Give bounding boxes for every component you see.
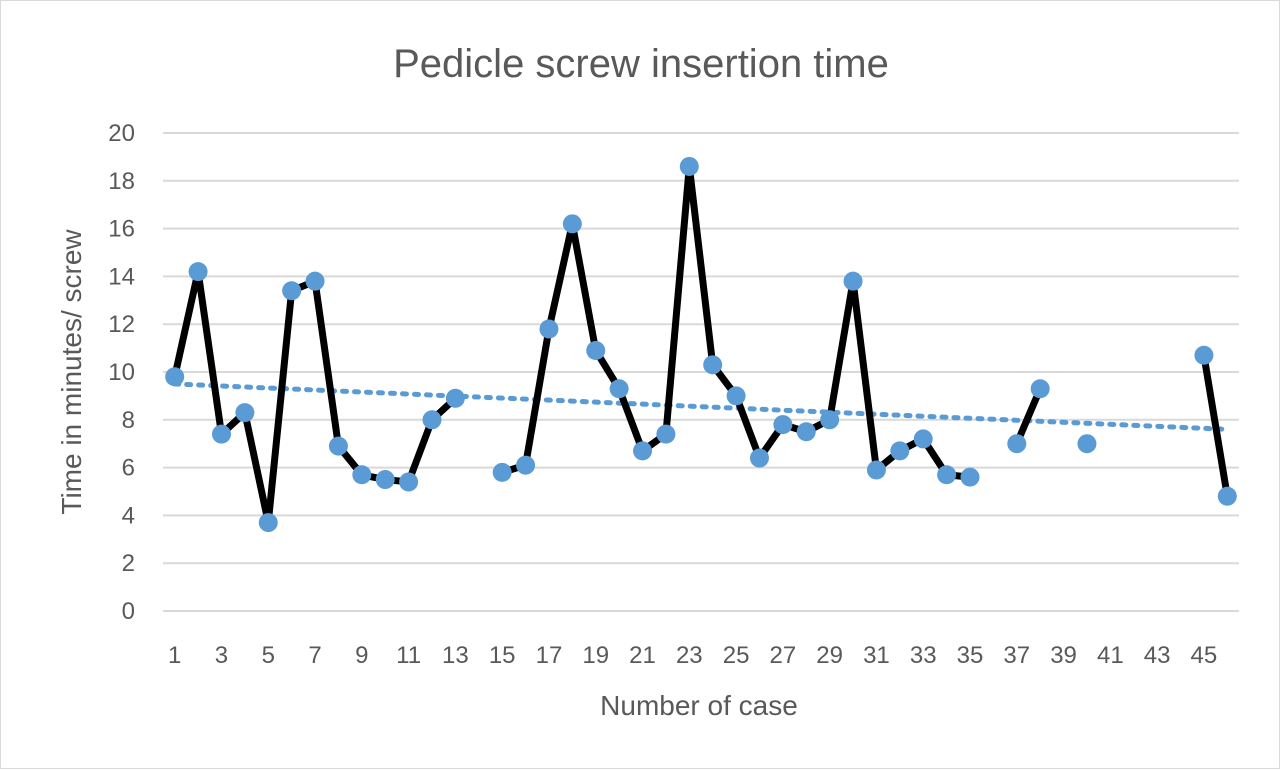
data-point-case-19 xyxy=(586,340,606,360)
y-tick-label: 14 xyxy=(108,263,135,290)
x-tick-label: 17 xyxy=(536,642,563,669)
data-point-case-3 xyxy=(211,424,231,444)
y-tick-label: 16 xyxy=(108,216,135,243)
y-tick-label: 0 xyxy=(122,598,135,625)
x-tick-label: 33 xyxy=(910,642,937,669)
series-points xyxy=(165,156,1237,533)
data-point-case-38 xyxy=(1030,379,1050,399)
x-tick-label: 43 xyxy=(1144,642,1171,669)
data-point-case-33 xyxy=(913,429,933,449)
y-tick-label: 20 xyxy=(108,120,135,147)
data-point-case-31 xyxy=(866,460,886,480)
series-line-segment xyxy=(1013,385,1044,448)
trendline xyxy=(172,381,1230,432)
data-point-case-10 xyxy=(375,470,395,490)
data-point-case-30 xyxy=(843,271,863,291)
data-point-case-23 xyxy=(679,156,699,176)
chart-title: Pedicle screw insertion time xyxy=(393,42,889,86)
data-point-case-8 xyxy=(328,436,348,456)
y-axis-title: Time in minutes/ screw xyxy=(56,229,87,515)
x-tick-label: 31 xyxy=(863,642,890,669)
data-point-case-5 xyxy=(258,513,278,533)
x-tick-label: 45 xyxy=(1191,642,1218,669)
x-tick-label: 13 xyxy=(442,642,469,669)
series-line-segment xyxy=(498,162,974,481)
y-tick-label: 12 xyxy=(108,311,135,338)
data-point-case-21 xyxy=(633,441,653,461)
data-point-case-29 xyxy=(820,410,840,430)
x-tick-label: 9 xyxy=(355,642,368,669)
data-point-case-35 xyxy=(960,467,980,487)
x-tick-label: 39 xyxy=(1050,642,1077,669)
data-point-case-17 xyxy=(539,319,559,339)
data-point-case-1 xyxy=(165,367,185,387)
data-point-case-11 xyxy=(399,472,419,492)
x-tick-label: 5 xyxy=(262,642,275,669)
data-point-case-40 xyxy=(1077,434,1097,454)
x-tick-label: 3 xyxy=(215,642,228,669)
series-line-segment xyxy=(1200,351,1231,500)
data-point-case-15 xyxy=(492,462,512,482)
data-point-case-18 xyxy=(562,214,582,234)
y-tick-label: 10 xyxy=(108,359,135,386)
x-tick-label: 29 xyxy=(816,642,843,669)
y-tick-label: 4 xyxy=(122,502,135,529)
x-tick-label: 1 xyxy=(168,642,181,669)
data-point-case-7 xyxy=(305,271,325,291)
data-point-case-26 xyxy=(749,448,769,468)
x-axis-title: Number of case xyxy=(600,690,798,721)
data-point-case-24 xyxy=(703,355,723,375)
data-point-case-20 xyxy=(609,379,629,399)
data-point-case-9 xyxy=(352,465,372,485)
data-point-case-45 xyxy=(1194,345,1214,365)
x-tick-label: 11 xyxy=(396,642,421,669)
trendline-line xyxy=(172,381,1230,432)
data-point-case-4 xyxy=(235,403,255,423)
data-point-case-34 xyxy=(937,465,957,485)
data-point-case-22 xyxy=(656,424,676,444)
x-tick-label: 15 xyxy=(489,642,516,669)
x-tick-label: 35 xyxy=(957,642,984,669)
data-point-case-46 xyxy=(1217,486,1237,506)
y-tick-label: 6 xyxy=(122,455,135,482)
x-tick-label: 25 xyxy=(723,642,750,669)
x-tick-label: 23 xyxy=(676,642,703,669)
data-point-case-28 xyxy=(796,422,816,442)
series-lines xyxy=(171,162,1231,527)
x-tick-label: 19 xyxy=(582,642,609,669)
y-axis-ticks: 0 2 4 6 8 10 12 14 16 18 20 xyxy=(108,120,135,625)
data-point-case-6 xyxy=(282,281,302,301)
x-axis-ticks: 1 3 5 7 9 11 13 15 17 19 21 23 25 27 29 31 33 35 37 39 41 43 4… xyxy=(168,642,1217,669)
data-point-case-12 xyxy=(422,410,442,430)
y-tick-label: 18 xyxy=(108,168,135,195)
data-point-case-25 xyxy=(726,386,746,406)
x-tick-label: 27 xyxy=(770,642,797,669)
x-tick-label: 7 xyxy=(308,642,321,669)
y-tick-label: 2 xyxy=(122,550,135,577)
y-tick-label: 8 xyxy=(122,407,135,434)
data-point-case-32 xyxy=(890,441,910,461)
data-point-case-37 xyxy=(1007,434,1027,454)
data-point-case-16 xyxy=(516,455,536,475)
x-tick-label: 37 xyxy=(1003,642,1030,669)
data-point-case-27 xyxy=(773,415,793,435)
x-tick-label: 21 xyxy=(629,642,656,669)
gridlines xyxy=(163,132,1239,612)
x-tick-label: 41 xyxy=(1097,642,1124,669)
data-point-case-2 xyxy=(188,262,208,282)
data-point-case-13 xyxy=(445,388,465,408)
